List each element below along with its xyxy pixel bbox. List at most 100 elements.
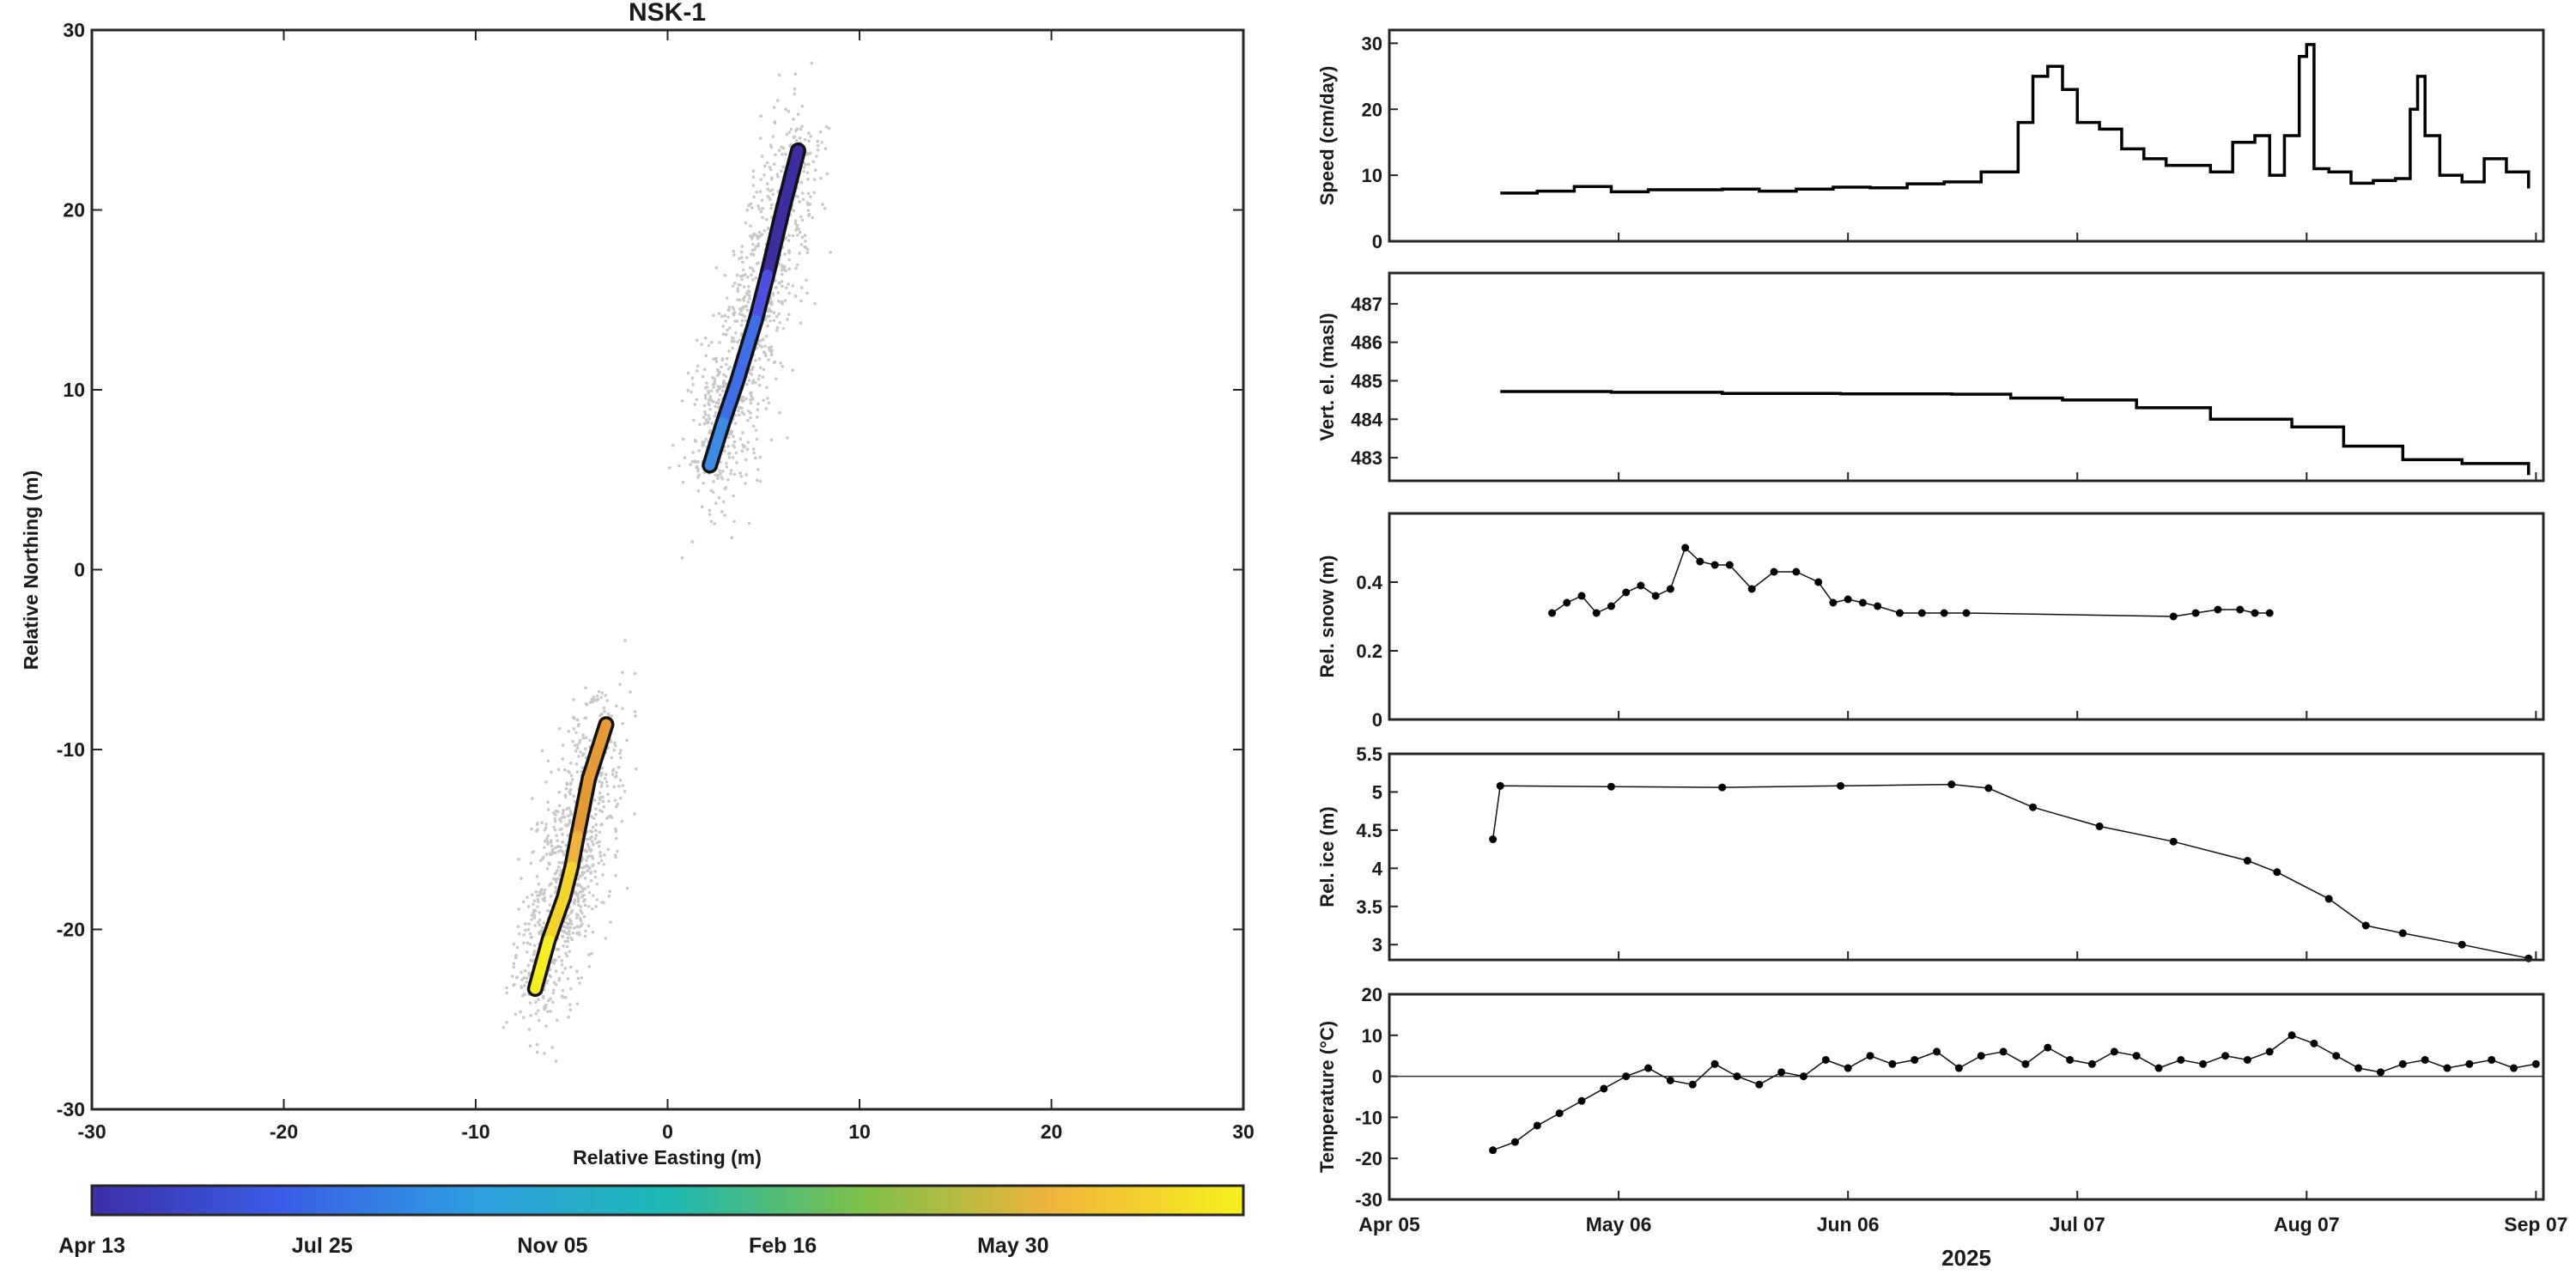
map-cloud-point [532,944,537,948]
map-cloud-point [709,489,714,493]
ts-y-tick-label: 487 [1351,294,1382,315]
map-cloud-point [733,422,738,426]
ts-y-tick-label: 0 [1372,1066,1382,1088]
map-cloud-point [598,840,601,844]
map-cloud-point [617,784,621,788]
map-cloud-point [769,353,774,357]
map-cloud-point [725,356,729,361]
map-cloud-point [750,236,754,240]
map-track-segment [558,861,577,902]
map-cloud-point [775,286,778,289]
map-cloud-point [726,444,731,448]
map-cloud-point [544,1003,548,1007]
map-cloud-point [553,828,557,832]
map-cloud-point [538,893,542,897]
map-cloud-point [785,132,789,137]
map-cloud-point [546,1010,550,1014]
map-cloud-point [680,556,684,560]
map-cloud-point [709,519,714,524]
map-cloud-point [715,390,720,393]
map-cloud-point [566,926,570,930]
series-point [2398,929,2407,938]
map-cloud-point [575,932,579,935]
map-cloud-point [681,480,685,484]
map-cloud-point [550,1000,555,1005]
map-cloud-point [569,919,573,923]
map-cloud-point [719,385,722,389]
series-point [1770,568,1778,576]
map-cloud-point [536,821,539,825]
map-cloud-point [724,374,728,379]
map-cloud-point [563,793,568,797]
map-cloud-point [791,368,794,372]
map-cloud-point [742,299,745,302]
map-cloud-point [598,798,602,802]
map-cloud-point [573,926,576,930]
map-cloud-point [597,801,601,805]
map-cloud-point [579,750,582,754]
map-cloud-point [575,770,580,774]
map-cloud-point [799,321,803,325]
map-cloud-point [753,359,757,362]
map-cloud-point [575,969,579,974]
map-cloud-point [778,410,781,415]
map-cloud-point [770,176,774,179]
map-cloud-point [813,168,817,172]
map-cloud-point [690,390,693,394]
map-cloud-point [681,437,685,441]
ts-y-tick-label: 20 [1362,984,1382,1005]
map-cloud-point [557,790,562,794]
map-cloud-point [625,886,629,890]
map-cloud-point [617,765,621,769]
map-cloud-point [514,953,518,957]
series-point [1725,561,1734,569]
map-cloud-point [696,489,701,493]
map-cloud-point [563,768,567,772]
series-point [1844,595,1852,604]
map-cloud-point [556,844,560,848]
map-cloud-point [720,358,725,361]
series-point [1607,602,1615,610]
map-cloud-point [588,829,592,833]
map-cloud-point [772,319,776,323]
map-cloud-point [754,428,758,433]
series-point [1933,1047,1941,1056]
map-cloud-point [546,834,550,838]
map-cloud-point [618,796,623,800]
map-cloud-point [554,1059,558,1063]
map-cloud-point [708,407,713,411]
map-cloud-point [816,139,820,143]
map-cloud-point [530,914,534,917]
map-cloud-point [751,169,756,173]
map-cloud-point [575,746,580,750]
map-cloud-point [533,924,537,927]
map-cloud-point [586,953,591,956]
map-cloud-point [532,902,535,907]
map-cloud-point [745,293,750,296]
map-cloud-point [585,837,589,841]
map-cloud-point [716,477,720,480]
series-point [1688,1080,1697,1089]
series-point [2236,605,2245,614]
series-point [2132,1052,2141,1060]
map-cloud-point [595,882,599,886]
map-cloud-point [574,762,579,766]
ts-x-axis-label: 2025 [1941,1245,1991,1271]
ts-y-tick-label: 3 [1372,934,1382,956]
map-cloud-point [566,939,570,944]
map-cloud-point [680,399,684,403]
map-cloud-point [756,237,760,240]
map-cloud-point [755,190,759,194]
map-cloud-point [544,780,548,784]
series-point [1777,1068,1786,1077]
ts-x-tick-label: Jun 06 [1817,1213,1880,1235]
map-cloud-point [525,976,529,980]
map-cloud-point [592,817,596,820]
map-track-segment [750,269,773,325]
series-point [1895,609,1904,617]
map-cloud-point [713,379,717,384]
map-cloud-point [737,405,741,410]
map-cloud-point [744,256,749,259]
map-cloud-point [758,455,762,459]
